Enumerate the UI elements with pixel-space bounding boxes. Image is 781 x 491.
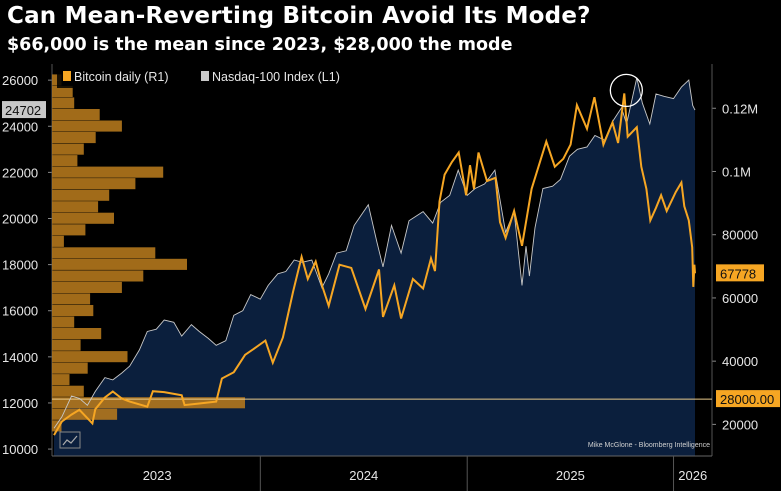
legend-label-nasdaq: Nasdaq-100 Index (L1)	[212, 70, 340, 84]
histogram-bar	[52, 201, 99, 213]
bitcoin-line	[53, 93, 696, 436]
right-tick-label: 0.12M	[722, 101, 758, 116]
legend-swatch-nasdaq	[201, 71, 209, 81]
histogram-bar	[52, 328, 102, 340]
legend-label-bitcoin: Bitcoin daily (R1)	[74, 70, 168, 84]
histogram-bar	[52, 316, 75, 328]
peak-circle	[609, 73, 643, 108]
right-axis: 20000 40000 60000 80000 0.1M 0.12M	[711, 64, 758, 456]
histogram-bar	[52, 224, 86, 236]
left-tick-label: 10000	[2, 442, 38, 457]
histogram-bar	[52, 178, 136, 190]
legend-box	[57, 66, 374, 88]
right-tick-label: 60000	[722, 291, 758, 306]
chart-type-icon[interactable]	[59, 431, 81, 449]
histogram-bar	[52, 212, 114, 224]
chart-title: Can Mean-Reverting Bitcoin Avoid Its Mod…	[7, 3, 591, 29]
histogram-bar	[52, 74, 62, 86]
histogram-bar	[52, 120, 122, 132]
histogram-bar	[52, 97, 75, 109]
histogram-bar	[52, 385, 84, 397]
histogram-bar	[52, 420, 62, 432]
histogram-bar	[52, 258, 187, 270]
histogram-bar	[52, 339, 81, 351]
right-tick-label: 40000	[722, 354, 758, 369]
left-tick-label: 16000	[2, 304, 38, 319]
bitcoin-last-badge	[716, 264, 764, 282]
right-tick-label: 20000	[722, 417, 758, 432]
histogram-bar	[52, 155, 78, 167]
histogram-bar	[52, 281, 122, 293]
mode-label: 28000.00	[720, 392, 774, 407]
x-tick-label: 2025	[556, 468, 585, 483]
left-tick-label: 18000	[2, 258, 38, 273]
mode-badge	[716, 390, 780, 408]
histogram-bar	[52, 189, 110, 201]
histogram-bar	[52, 132, 96, 144]
histogram-bar	[52, 247, 156, 259]
left-tick-label: 24000	[2, 119, 38, 134]
legend-swatch-bitcoin	[63, 71, 71, 81]
histogram-bar	[52, 85, 73, 97]
chart-subtitle: $66,000 is the mean since 2023, $28,000 …	[7, 35, 513, 55]
left-tick-label: 22000	[2, 165, 38, 180]
histogram-bar	[52, 374, 70, 386]
x-axis: 2023 2024 2025 2026	[52, 455, 712, 491]
nasdaq-last-label: 24702	[5, 103, 41, 118]
left-axis: 10000 12000 14000 16000 18000 20000 22000 24000…	[2, 64, 53, 457]
histogram-bar	[52, 270, 144, 282]
histogram-bar	[52, 166, 164, 178]
right-tick-label: 0.1M	[722, 164, 751, 179]
value-markers: 24702 67778 28000.00	[2, 101, 780, 408]
left-tick-label: 12000	[2, 396, 38, 411]
nasdaq-area	[54, 77, 695, 457]
histogram-bar	[52, 293, 91, 305]
legend: Bitcoin daily (R1) Nasdaq-100 Index (L1)	[57, 66, 374, 88]
credit-text: Mike McGlone - Bloomberg Intelligence	[588, 442, 710, 449]
left-tick-label: 26000	[2, 73, 38, 88]
nasdaq-last-badge	[2, 101, 46, 119]
histogram-bar	[52, 305, 94, 317]
x-tick-label: 2023	[143, 468, 172, 483]
bitcoin-last-label: 67778	[720, 266, 756, 281]
right-tick-label: 80000	[722, 228, 758, 243]
histogram-bar	[52, 351, 128, 363]
left-tick-label: 14000	[2, 350, 38, 365]
x-tick-label: 2026	[678, 468, 707, 483]
histogram-bar	[52, 362, 88, 374]
histogram-bar	[52, 109, 100, 121]
histogram-bar	[52, 143, 84, 155]
x-tick-label: 2024	[349, 468, 378, 483]
left-tick-label: 20000	[2, 211, 38, 226]
histogram-bar	[52, 235, 64, 247]
